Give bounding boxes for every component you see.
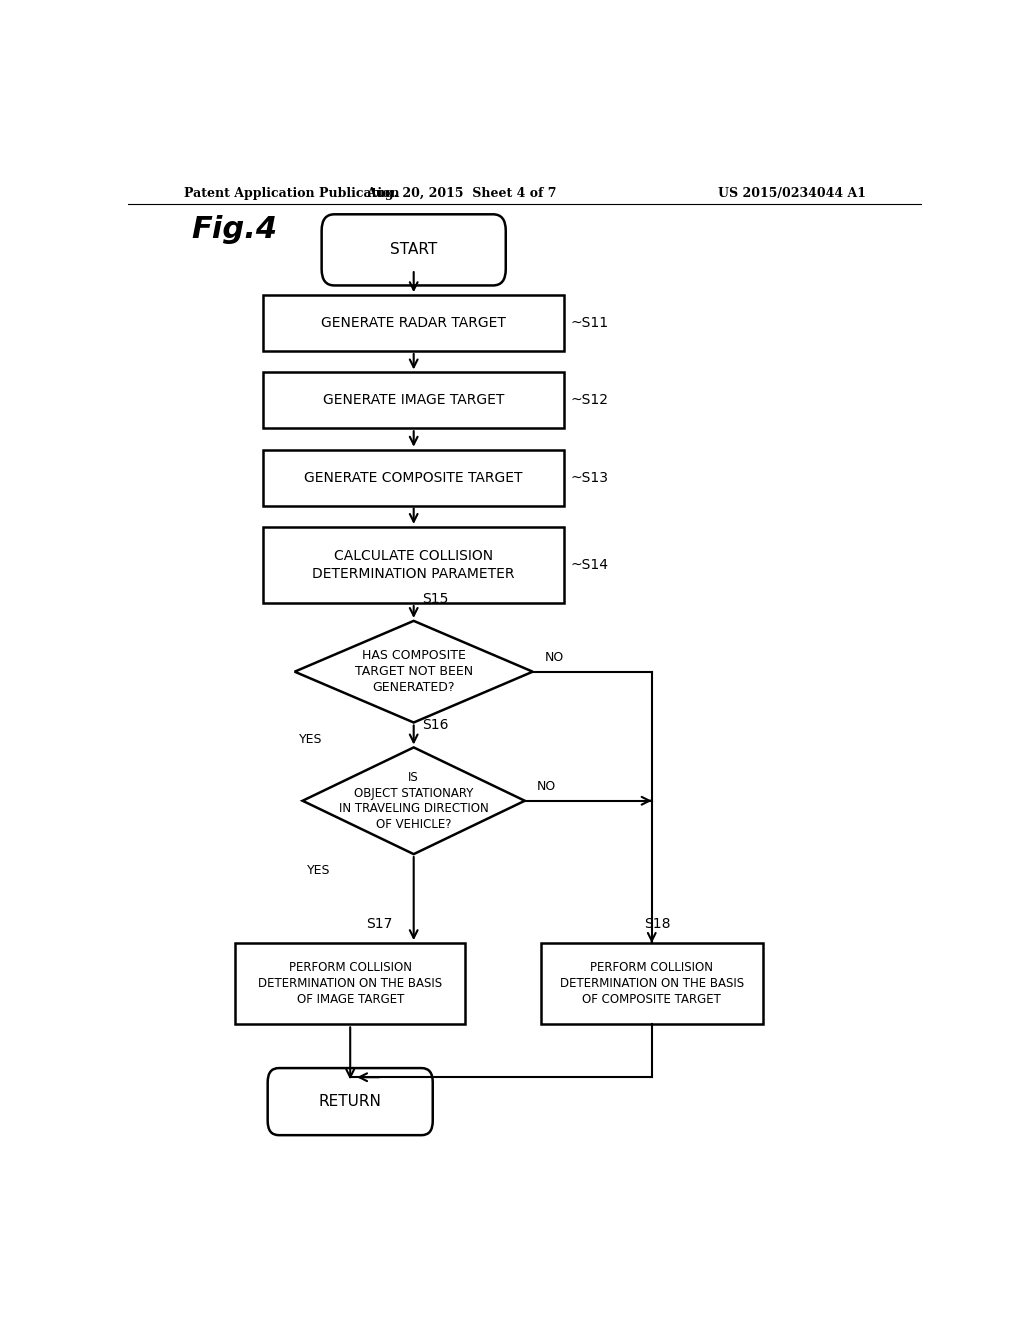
Text: IS
OBJECT STATIONARY
IN TRAVELING DIRECTION
OF VEHICLE?: IS OBJECT STATIONARY IN TRAVELING DIRECT… [339,771,488,830]
Text: GENERATE IMAGE TARGET: GENERATE IMAGE TARGET [323,393,505,408]
Bar [236,942,465,1024]
Text: Aug. 20, 2015  Sheet 4 of 7: Aug. 20, 2015 Sheet 4 of 7 [366,187,557,201]
Text: NO: NO [537,780,556,792]
Bar [263,372,564,428]
Bar [541,942,763,1024]
Text: S16: S16 [422,718,449,733]
FancyBboxPatch shape [267,1068,433,1135]
Text: GENERATE RADAR TARGET: GENERATE RADAR TARGET [322,315,506,330]
Bar [263,450,564,506]
Text: GENERATE COMPOSITE TARGET: GENERATE COMPOSITE TARGET [304,470,523,484]
Text: S15: S15 [422,591,449,606]
Text: RETURN: RETURN [318,1094,382,1109]
Bar [263,296,564,351]
Text: US 2015/0234044 A1: US 2015/0234044 A1 [718,187,866,201]
Text: ~S14: ~S14 [570,558,609,572]
Text: PERFORM COLLISION
DETERMINATION ON THE BASIS
OF COMPOSITE TARGET: PERFORM COLLISION DETERMINATION ON THE B… [560,961,743,1006]
Text: ~S12: ~S12 [570,393,609,408]
Bar [263,527,564,603]
Text: ~S13: ~S13 [570,470,609,484]
FancyBboxPatch shape [322,214,506,285]
Polygon shape [295,620,532,722]
Text: START: START [390,243,437,257]
Text: S17: S17 [367,917,392,931]
Text: CALCULATE COLLISION
DETERMINATION PARAMETER: CALCULATE COLLISION DETERMINATION PARAME… [312,549,515,581]
Polygon shape [303,747,524,854]
Text: YES: YES [299,733,323,746]
Text: ~S11: ~S11 [570,315,609,330]
Text: HAS COMPOSITE
TARGET NOT BEEN
GENERATED?: HAS COMPOSITE TARGET NOT BEEN GENERATED? [354,649,473,694]
Text: Patent Application Publication: Patent Application Publication [183,187,399,201]
Text: S18: S18 [644,917,671,931]
Text: PERFORM COLLISION
DETERMINATION ON THE BASIS
OF IMAGE TARGET: PERFORM COLLISION DETERMINATION ON THE B… [258,961,442,1006]
Text: NO: NO [545,651,564,664]
Text: Fig.4: Fig.4 [191,215,278,244]
Text: YES: YES [306,865,330,878]
